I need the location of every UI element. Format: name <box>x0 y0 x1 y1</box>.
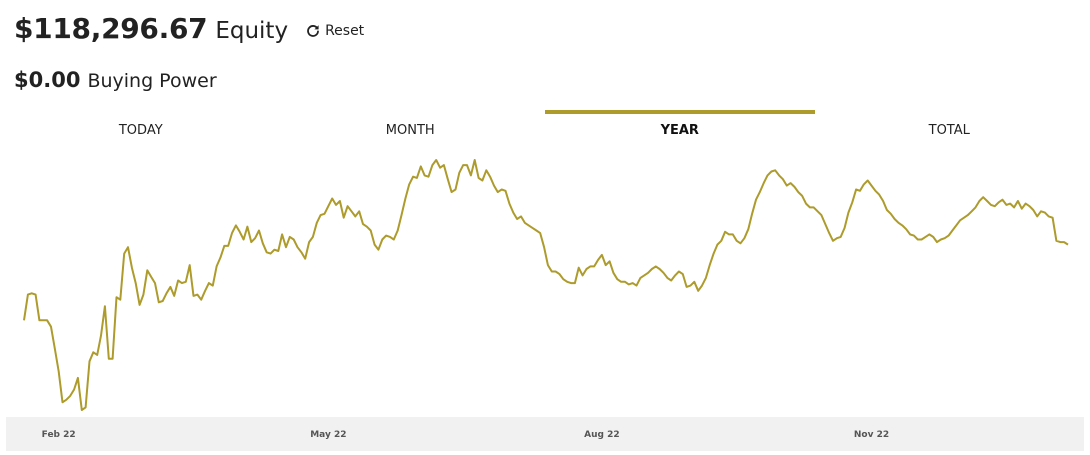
x-axis: Feb 22 May 22 Aug 22 Nov 22 <box>6 417 1084 451</box>
tab-month[interactable]: MONTH <box>276 110 546 140</box>
x-tick-label: Feb 22 <box>42 430 76 440</box>
tab-today-label: TODAY <box>119 123 163 138</box>
tab-today[interactable]: TODAY <box>6 110 276 140</box>
equity-label: Equity <box>215 18 288 44</box>
reset-label: Reset <box>325 23 364 39</box>
buying-power-label: Buying Power <box>87 70 216 92</box>
x-tick-label: May 22 <box>310 430 346 440</box>
equity-series-line <box>24 160 1068 410</box>
tab-year[interactable]: YEAR <box>545 110 815 140</box>
equity-chart-svg <box>0 140 1090 418</box>
buying-power-value: $0.00 <box>14 68 80 92</box>
reset-button[interactable]: Reset <box>306 23 364 39</box>
tab-total[interactable]: TOTAL <box>815 110 1085 140</box>
tab-year-label: YEAR <box>661 123 699 138</box>
equity-value: $118,296.67 <box>14 12 207 45</box>
buying-power-header: $0.00 Buying Power <box>14 68 217 92</box>
reload-icon <box>306 24 320 38</box>
x-tick-label: Aug 22 <box>584 430 619 440</box>
equity-chart <box>0 140 1090 418</box>
tab-total-label: TOTAL <box>929 123 970 138</box>
equity-header: $118,296.67 Equity Reset <box>14 12 364 52</box>
x-tick-label: Nov 22 <box>854 430 889 440</box>
tab-month-label: MONTH <box>386 123 435 138</box>
time-range-tabs: TODAY MONTH YEAR TOTAL <box>6 110 1084 140</box>
